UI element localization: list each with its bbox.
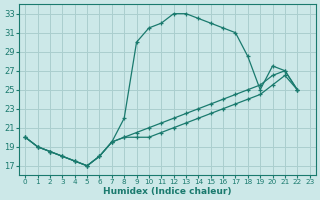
X-axis label: Humidex (Indice chaleur): Humidex (Indice chaleur) bbox=[103, 187, 232, 196]
